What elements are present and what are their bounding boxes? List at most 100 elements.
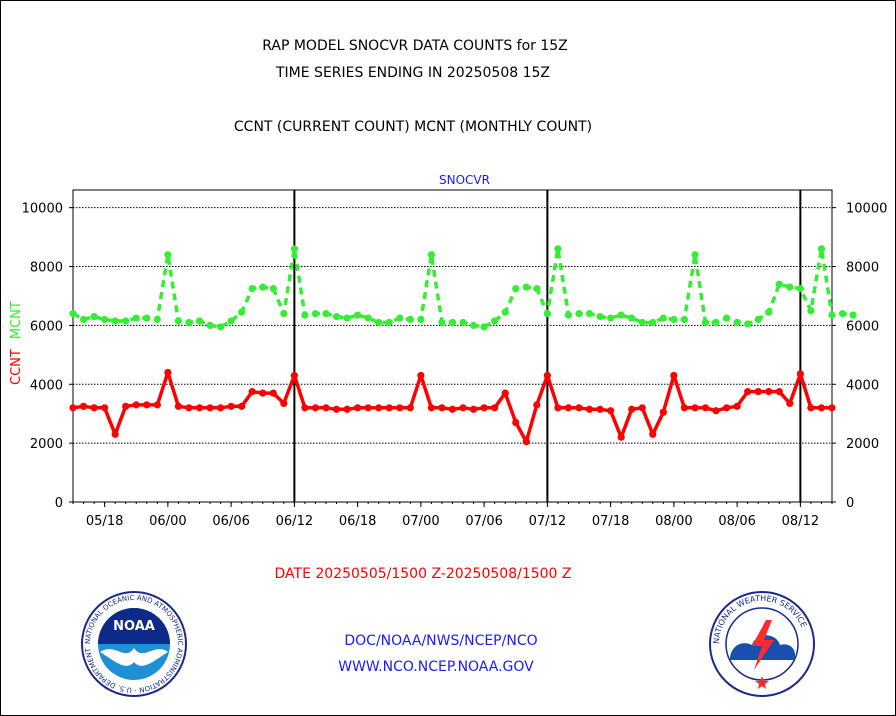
data-point-mcnt <box>533 285 541 293</box>
data-point-mcnt <box>733 318 741 327</box>
ytick-label-right: 6000 <box>846 319 879 334</box>
data-point-ccnt <box>501 389 509 397</box>
data-point-mcnt <box>691 251 699 259</box>
data-point-ccnt <box>744 388 752 396</box>
xtick-label: 06/18 <box>339 514 376 529</box>
ytick-label-left: 0 <box>55 496 63 511</box>
data-point-mcnt <box>649 318 657 327</box>
data-point-mcnt <box>459 318 467 327</box>
ytick-label-left: 8000 <box>30 261 63 276</box>
data-point-ccnt <box>69 404 77 412</box>
data-point-ccnt <box>564 404 573 412</box>
data-point-ccnt <box>670 371 678 380</box>
chart-title-line1: RAP MODEL SNOCVR DATA COUNTS for 15Z <box>262 38 568 54</box>
data-point-mcnt <box>754 315 762 324</box>
noaa-logo-text: NOAA <box>113 619 155 634</box>
data-point-ccnt <box>543 371 551 380</box>
data-point-ccnt <box>259 389 267 397</box>
data-point-mcnt <box>849 311 857 319</box>
xtick-label: 05/18 <box>86 514 123 529</box>
xtick-label: 06/06 <box>212 514 249 529</box>
data-point-ccnt <box>406 404 414 412</box>
data-point-mcnt <box>744 320 752 328</box>
data-point-ccnt <box>765 388 773 396</box>
chart-title-line2: TIME SERIES ENDING IN 20250508 15Z <box>276 65 550 81</box>
data-point-ccnt <box>575 404 583 412</box>
data-point-ccnt <box>269 389 277 397</box>
chart-title-line3: CCNT (CURRENT COUNT) MCNT (MONTHLY COUNT… <box>233 119 593 135</box>
data-point-mcnt <box>174 317 183 325</box>
xtick-label: 06/00 <box>149 514 186 529</box>
data-point-ccnt <box>638 404 646 412</box>
data-point-ccnt <box>238 402 246 410</box>
axis-labels: 0 0 2000 2000 4000 4000 6000 6000 8000 8000 10000 1… <box>9 173 887 529</box>
data-point-ccnt <box>143 401 151 409</box>
data-point-mcnt <box>227 317 235 325</box>
data-point-mcnt <box>543 310 551 318</box>
data-point-ccnt <box>343 405 351 413</box>
data-point-ccnt <box>280 399 288 407</box>
data-point-mcnt <box>828 311 836 319</box>
data-point-mcnt <box>448 318 457 327</box>
data-point-mcnt <box>90 312 98 321</box>
ytick-label-right: 4000 <box>846 378 879 393</box>
data-point-mcnt <box>469 321 478 329</box>
data-point-ccnt <box>385 404 393 412</box>
data-point-ccnt <box>164 368 172 377</box>
data-point-ccnt <box>90 404 98 412</box>
data-point-mcnt <box>670 315 678 324</box>
data-point-mcnt <box>153 315 161 324</box>
data-point-mcnt <box>301 311 309 319</box>
data-point-mcnt <box>343 314 351 322</box>
data-point-ccnt <box>807 404 815 412</box>
data-point-mcnt <box>680 315 689 324</box>
axes <box>69 189 836 507</box>
data-point-mcnt <box>417 315 425 324</box>
xtick-label: 08/00 <box>655 514 692 529</box>
data-point-mcnt <box>185 318 193 327</box>
data-point-ccnt <box>649 430 657 438</box>
plot-frame <box>72 189 833 503</box>
data-point-mcnt <box>786 283 794 291</box>
data-point-ccnt <box>132 401 140 409</box>
nco-website-link[interactable]: WWW.NCO.NCEP.NOAA.GOV <box>338 659 534 675</box>
data-point-ccnt <box>775 388 783 396</box>
data-point-ccnt <box>722 404 731 412</box>
data-point-ccnt <box>459 404 467 412</box>
data-point-mcnt <box>628 314 636 322</box>
data-point-ccnt <box>301 404 309 412</box>
data-point-mcnt <box>480 323 488 331</box>
data-point-ccnt <box>680 404 689 412</box>
data-point-mcnt <box>206 321 214 329</box>
data-point-mcnt <box>132 314 140 322</box>
data-point-ccnt <box>290 371 298 380</box>
data-point-ccnt <box>332 405 341 413</box>
data-point-ccnt <box>491 404 499 412</box>
xtick-label: 06/12 <box>276 514 313 529</box>
data-point-ccnt <box>607 407 615 415</box>
data-point-ccnt <box>79 402 88 410</box>
ytick-label-left: 2000 <box>30 437 63 452</box>
data-point-mcnt <box>69 310 77 318</box>
xtick-label: 07/00 <box>402 514 439 529</box>
data-point-mcnt <box>512 285 520 293</box>
data-point-mcnt <box>111 317 119 325</box>
data-point-mcnt <box>216 323 225 331</box>
data-point-ccnt <box>786 399 794 407</box>
data-point-mcnt <box>765 308 773 316</box>
data-point-mcnt <box>796 285 804 293</box>
data-point-ccnt <box>311 404 320 412</box>
y-axis-label-ccnt: CCNT <box>9 349 24 385</box>
data-point-mcnt <box>596 312 604 321</box>
data-point-ccnt <box>691 404 699 412</box>
doc-noaa-link[interactable]: DOC/NOAA/NWS/NCEP/NCO <box>344 633 538 649</box>
data-point-mcnt <box>564 311 573 319</box>
data-point-ccnt <box>122 402 130 410</box>
xtick-label: 08/06 <box>718 514 755 529</box>
data-point-ccnt <box>480 404 488 412</box>
data-point-ccnt <box>828 404 836 412</box>
data-point-ccnt <box>712 407 720 415</box>
y-axis-label: CCNT MCNT <box>9 301 24 385</box>
data-point-mcnt <box>554 245 562 253</box>
data-point-mcnt <box>101 315 109 324</box>
